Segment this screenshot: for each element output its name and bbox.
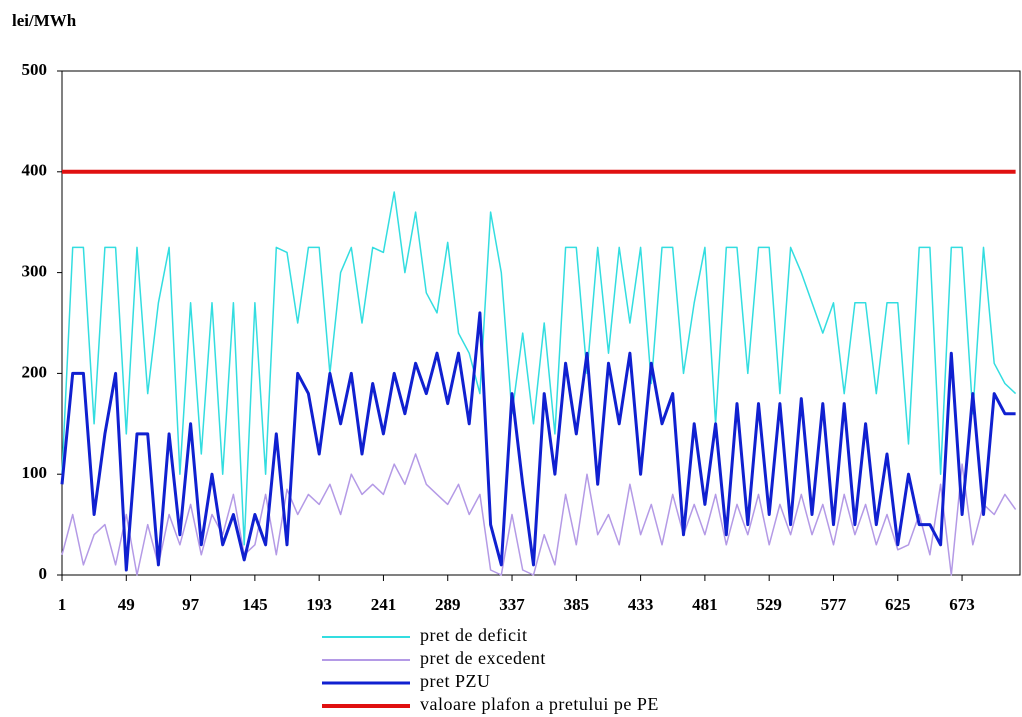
series-line bbox=[60, 311, 1016, 572]
x-tick-label: 49 bbox=[118, 595, 135, 614]
legend-label: valoare plafon a pretului pe PE bbox=[420, 694, 659, 714]
x-tick-label: 577 bbox=[821, 595, 847, 614]
x-tick-label: 241 bbox=[371, 595, 397, 614]
y-tick-label: 400 bbox=[22, 161, 48, 180]
y-tick-label: 500 bbox=[22, 60, 48, 79]
y-tick-label: 100 bbox=[22, 463, 48, 482]
series-line bbox=[61, 191, 1017, 546]
x-tick-label: 193 bbox=[306, 595, 332, 614]
x-tick-label: 289 bbox=[435, 595, 461, 614]
x-tick-label: 673 bbox=[949, 595, 975, 614]
x-tick-label: 625 bbox=[885, 595, 911, 614]
x-tick-label: 433 bbox=[628, 595, 654, 614]
y-tick-label: 300 bbox=[22, 262, 48, 281]
x-tick-label: 337 bbox=[499, 595, 525, 614]
x-tick-label: 1 bbox=[58, 595, 67, 614]
y-tick-label: 200 bbox=[22, 362, 48, 381]
legend: pret de deficit pret de excedent pret PZU v… bbox=[300, 620, 720, 717]
x-tick-label: 97 bbox=[182, 595, 200, 614]
legend-label: pret de deficit bbox=[420, 625, 527, 645]
legend-label: pret de excedent bbox=[420, 648, 546, 668]
x-tick-label: 385 bbox=[564, 595, 590, 614]
y-axis-label: lei/MWh bbox=[12, 11, 77, 30]
plot-frame bbox=[61, 70, 1021, 576]
legend-label: pret PZU bbox=[420, 671, 491, 691]
x-tick-label: 145 bbox=[242, 595, 268, 614]
x-tick-label: 481 bbox=[692, 595, 718, 614]
y-tick-label: 0 bbox=[39, 564, 48, 583]
x-tick-label: 529 bbox=[756, 595, 782, 614]
